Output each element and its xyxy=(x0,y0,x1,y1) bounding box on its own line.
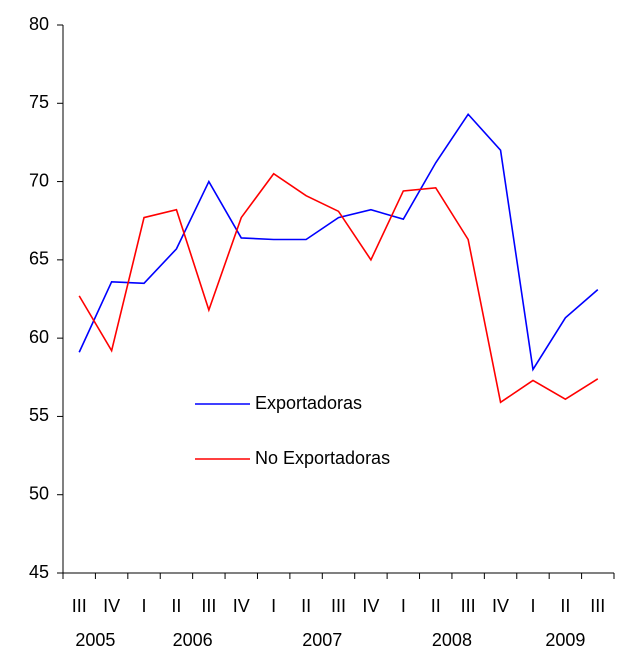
y-tick-label: 60 xyxy=(29,327,49,347)
y-tick-label: 65 xyxy=(29,249,49,269)
legend-label: No Exportadoras xyxy=(255,448,390,468)
y-tick-label: 45 xyxy=(29,562,49,582)
x-tick-label: III xyxy=(72,596,87,616)
y-tick-label: 50 xyxy=(29,483,49,503)
x-tick-label: III xyxy=(590,596,605,616)
series-line xyxy=(78,172,599,404)
x-tick-label: III xyxy=(461,596,476,616)
x-tick-label: I xyxy=(142,596,147,616)
x-tick-label: I xyxy=(271,596,276,616)
x-tick-label: I xyxy=(530,596,535,616)
x-tick-label: III xyxy=(331,596,346,616)
year-label: 2005 xyxy=(75,630,115,650)
x-tick-label: II xyxy=(431,596,441,616)
y-tick-label: 75 xyxy=(29,92,49,112)
year-label: 2009 xyxy=(545,630,585,650)
x-tick-label: II xyxy=(171,596,181,616)
x-tick-label: III xyxy=(201,596,216,616)
y-tick-label: 55 xyxy=(29,405,49,425)
x-tick-label: I xyxy=(401,596,406,616)
x-tick-label: IV xyxy=(233,596,250,616)
series-line xyxy=(78,112,599,372)
x-tick-label: IV xyxy=(103,596,120,616)
y-tick-label: 80 xyxy=(29,14,49,34)
x-tick-label: IV xyxy=(362,596,379,616)
y-tick-label: 70 xyxy=(29,170,49,190)
legend-label: Exportadoras xyxy=(255,393,362,413)
x-tick-label: II xyxy=(301,596,311,616)
year-label: 2006 xyxy=(173,630,213,650)
x-tick-label: IV xyxy=(492,596,509,616)
year-label: 2008 xyxy=(432,630,472,650)
year-label: 2007 xyxy=(302,630,342,650)
x-tick-label: II xyxy=(560,596,570,616)
